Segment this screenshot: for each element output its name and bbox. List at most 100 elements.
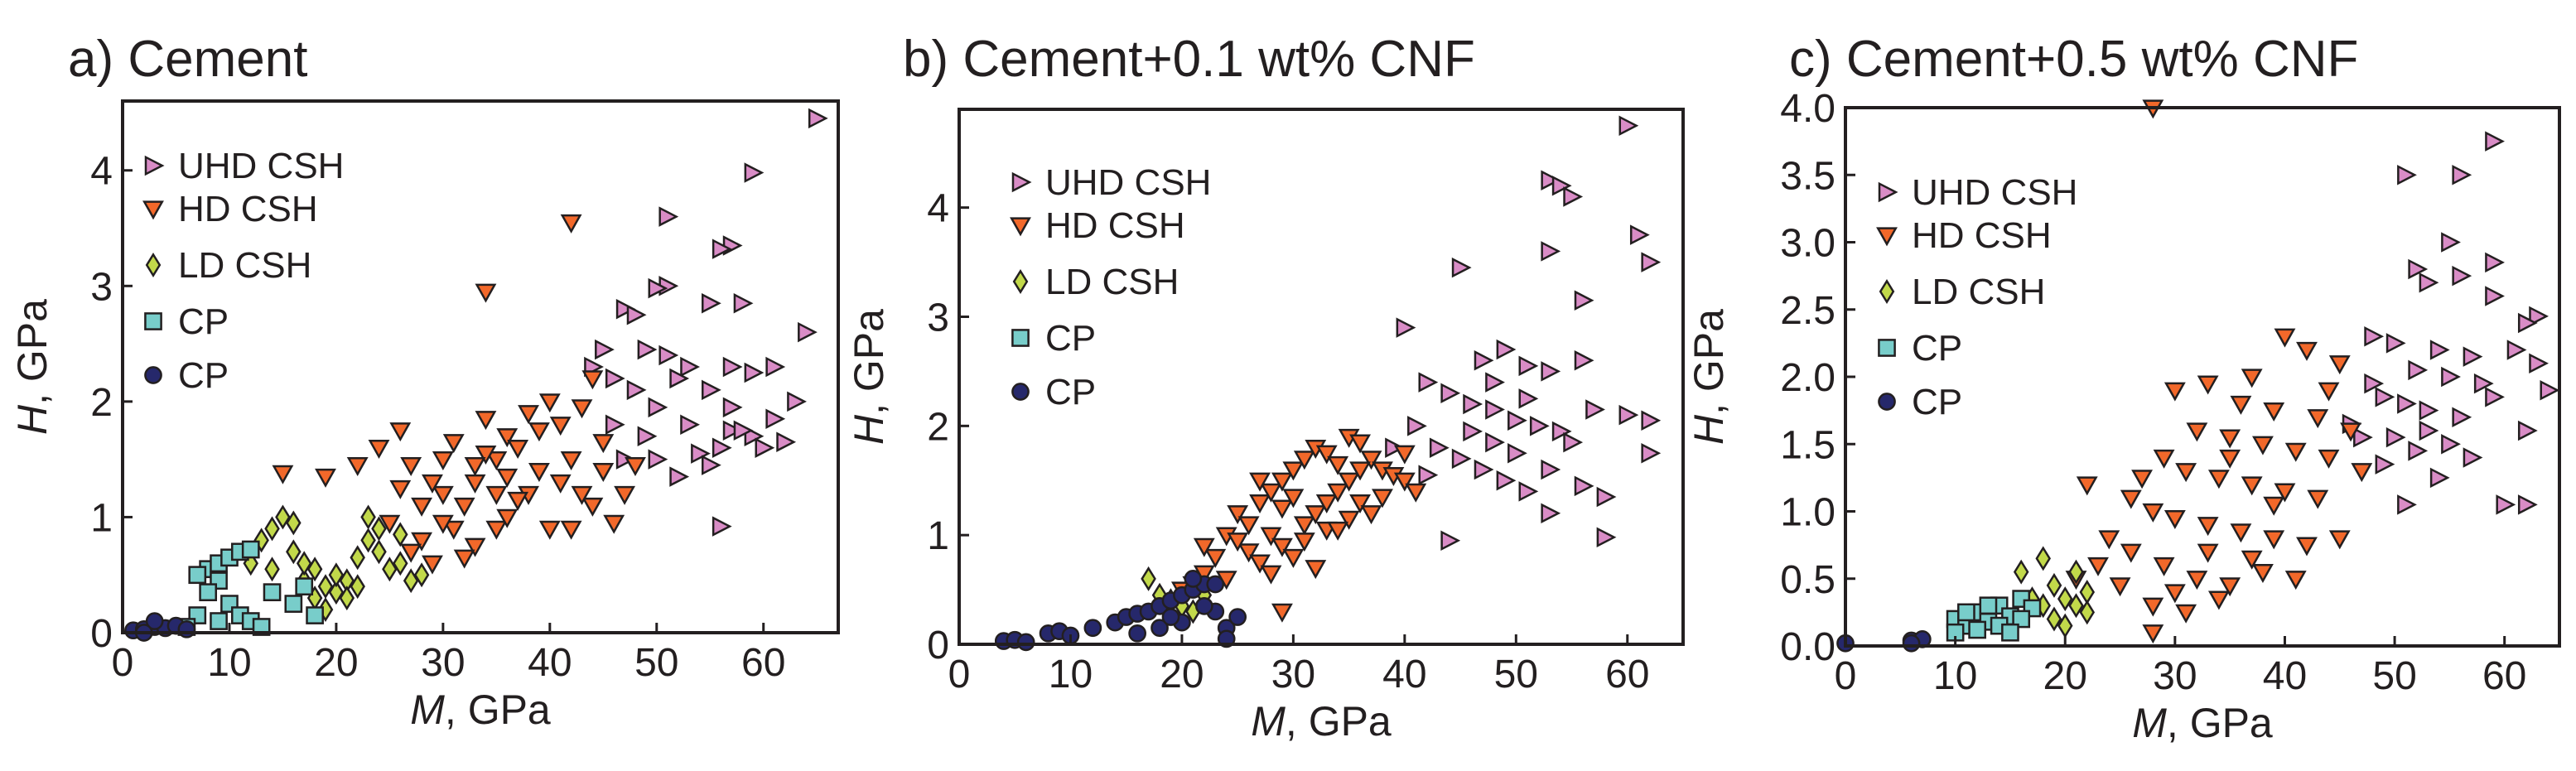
- data-point: [2219, 429, 2241, 449]
- data-point: [712, 437, 732, 458]
- panel-b-title: b) Cement+0.1 wt% CNF: [903, 31, 1475, 88]
- data-point: [2263, 496, 2285, 516]
- data-point: [1305, 505, 1327, 525]
- panel-b-y-axis-label: H, GPa: [846, 309, 892, 445]
- data-point: [1327, 521, 1349, 541]
- data-point: [776, 431, 797, 452]
- data-point: [1418, 372, 1439, 393]
- y-tick-label: 1.0: [1780, 491, 1836, 535]
- legend-label: LD CSH: [1912, 272, 2045, 312]
- data-point: [1429, 437, 1450, 458]
- x-tick-label: 40: [2263, 654, 2307, 698]
- data-point: [306, 557, 323, 582]
- data-point: [702, 292, 721, 314]
- data-point: [1396, 317, 1416, 338]
- x-tick-label: 20: [1160, 653, 1204, 696]
- data-point: [1315, 445, 1338, 465]
- data-point: [658, 206, 679, 227]
- y-tick-label: 3: [90, 265, 113, 309]
- data-point: [1474, 459, 1494, 480]
- data-point: [1184, 570, 1203, 588]
- data-point: [2429, 340, 2450, 360]
- data-point: [2142, 597, 2164, 617]
- data-point: [1485, 399, 1505, 420]
- data-point: [2284, 442, 2307, 462]
- data-point: [1979, 596, 1998, 615]
- legend-label: LD CSH: [1045, 262, 1179, 302]
- data-point: [389, 479, 412, 499]
- legend-item: LD CSH: [1012, 262, 1179, 302]
- data-point: [2364, 373, 2385, 394]
- panel-a-series-3: [177, 540, 324, 636]
- data-point: [1327, 455, 1349, 475]
- data-point: [2397, 164, 2417, 186]
- legend-item: CP: [1878, 328, 1962, 369]
- data-point: [2441, 433, 2461, 455]
- data-point: [306, 606, 324, 624]
- data-point: [368, 440, 390, 460]
- data-point: [625, 456, 646, 476]
- y-tick-label: 2.0: [1780, 356, 1836, 400]
- data-point: [2353, 426, 2373, 448]
- data-point: [2496, 494, 2516, 515]
- data-point: [272, 465, 294, 484]
- data-point: [2087, 557, 2109, 576]
- data-point: [264, 557, 280, 582]
- panel-c-x-axis-label: M, GPa: [2132, 700, 2273, 746]
- data-point: [592, 434, 615, 454]
- data-point: [422, 474, 443, 494]
- data-point: [2441, 232, 2461, 253]
- y-tick-label: 2.5: [1780, 289, 1836, 333]
- data-point: [1249, 472, 1271, 492]
- data-point: [614, 485, 636, 505]
- data-point: [1641, 443, 1662, 464]
- x-axis-variable: M: [410, 687, 445, 733]
- data-point: [453, 497, 475, 517]
- data-point: [2375, 454, 2395, 475]
- data-point: [1618, 404, 1639, 426]
- data-point: [2001, 623, 2019, 642]
- data-point: [2252, 436, 2274, 455]
- legend-label: UHD CSH: [1045, 162, 1211, 203]
- data-point: [2318, 382, 2340, 402]
- data-point: [496, 508, 519, 528]
- data-point: [1204, 548, 1227, 568]
- panel-b-plot-frame: [958, 108, 1685, 646]
- data-point: [1271, 472, 1293, 492]
- data-point: [2408, 441, 2429, 461]
- panel-a-y-axis-label: H, GPa: [9, 299, 55, 435]
- data-point: [1440, 530, 1461, 552]
- data-point: [2076, 476, 2098, 496]
- data-point: [2120, 543, 2142, 563]
- data-point: [382, 557, 398, 582]
- data-point: [722, 356, 743, 378]
- legend-label: CP: [1045, 318, 1096, 359]
- data-point: [485, 520, 508, 540]
- panel-c: c) Cement+0.5 wt% CNF 0 10 20 30 40 50 60 0.0 0.…: [1686, 31, 2561, 746]
- data-point: [1541, 170, 1561, 190]
- data-point: [2068, 593, 2084, 619]
- data-point: [2142, 624, 2164, 644]
- data-point: [2284, 571, 2307, 590]
- legend-item: HD CSH: [1876, 215, 2052, 256]
- data-point: [1193, 537, 1215, 557]
- x-tick-label: 20: [314, 641, 358, 685]
- data-point: [733, 420, 754, 441]
- data-point: [2473, 373, 2494, 394]
- x-tick-label: 0: [948, 653, 971, 696]
- data-point: [2485, 387, 2505, 407]
- data-point: [1327, 483, 1349, 503]
- y-axis-variable: H: [1686, 414, 1732, 445]
- legend-label: CP: [178, 301, 229, 342]
- panel-b-points: [994, 115, 1662, 652]
- data-point: [1629, 224, 1650, 245]
- data-point: [798, 321, 818, 343]
- data-point: [1563, 431, 1584, 453]
- legend-item: UHD CSH: [1878, 172, 2077, 213]
- data-point: [595, 339, 615, 360]
- data-point: [2408, 359, 2429, 381]
- data-point: [485, 485, 508, 505]
- data-point: [733, 292, 754, 314]
- x-axis-unit: , GPa: [445, 687, 551, 733]
- data-point: [1451, 257, 1472, 278]
